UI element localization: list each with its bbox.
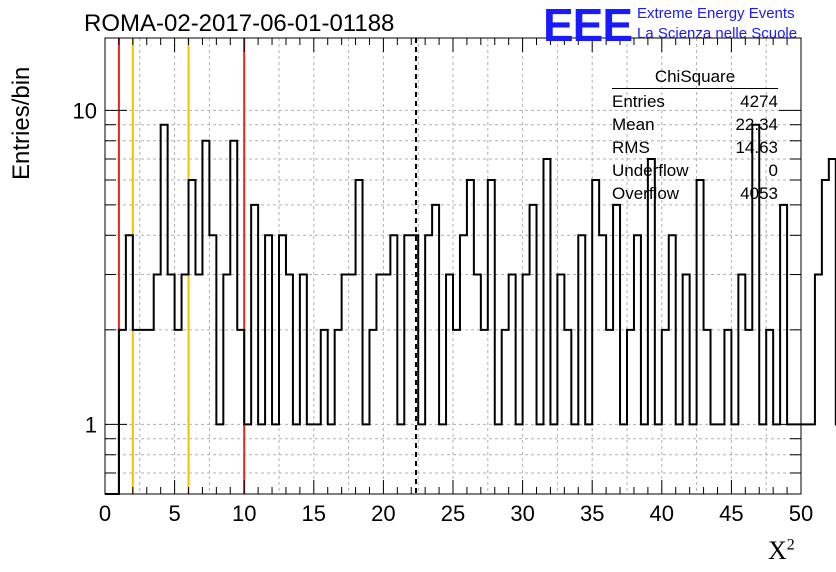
stats-title: ChiSquare [612, 67, 778, 89]
x-tick-label: 40 [650, 501, 674, 526]
x-tick-label: 30 [510, 501, 534, 526]
x-tick-label: 35 [580, 501, 604, 526]
stats-label: Entries [612, 92, 665, 111]
stats-row: RMS 14.63 [612, 136, 778, 159]
x-tick-labels: 0 5 10 15 20 25 30 35 40 45 50 [99, 501, 813, 526]
axis-ticks [104, 38, 802, 495]
stats-label: Underflow [612, 161, 689, 180]
stats-label: Mean [612, 115, 655, 134]
y-tick-label: 10 [73, 98, 97, 123]
logo-line-1: Extreme Energy Events [637, 5, 795, 22]
stats-row: Mean 22.34 [612, 113, 778, 136]
x-tick-label: 0 [99, 501, 111, 526]
stats-value: 4274 [740, 92, 778, 111]
x-tick-label: 25 [441, 501, 465, 526]
y-axis-label: Entries/bin [8, 66, 35, 180]
logo-line-2: La Scienza nelle Scuole [637, 25, 798, 42]
stats-value: 4053 [740, 184, 778, 203]
y-tick-labels: 1 10 [73, 98, 97, 437]
x-tick-label: 20 [371, 501, 395, 526]
x-tick-label: 45 [719, 501, 743, 526]
x-axis-label: X2 [768, 536, 795, 566]
stats-row: Underflow 0 [612, 159, 778, 182]
eee-logo: EEE [543, 0, 633, 51]
histogram-series [105, 123, 836, 495]
x-tick-label: 50 [789, 501, 813, 526]
stats-value: 0 [768, 161, 778, 180]
x-tick-label: 15 [302, 501, 326, 526]
stats-value: 22.34 [735, 115, 778, 134]
x-axis-label-base: X [768, 536, 787, 565]
x-tick-label: 5 [168, 501, 180, 526]
y-tick-label: 1 [85, 412, 97, 437]
stats-row: Overflow 4053 [612, 182, 778, 205]
chart-title: ROMA-02-2017-06-01-01188 [84, 10, 395, 37]
stats-label: RMS [612, 138, 650, 157]
eee-logo-caption: Extreme Energy Events La Scienza nelle S… [637, 4, 797, 44]
stats-box: ChiSquare Entries 4274 Mean 22.34 RMS 14.63… [612, 67, 778, 205]
stats-row: Entries 4274 [612, 90, 778, 113]
x-axis-label-sup: 2 [786, 536, 795, 554]
stats-label: Overflow [612, 184, 680, 203]
x-tick-label: 10 [232, 501, 256, 526]
stats-value: 14.63 [735, 138, 778, 157]
reference-lines [117, 38, 417, 494]
